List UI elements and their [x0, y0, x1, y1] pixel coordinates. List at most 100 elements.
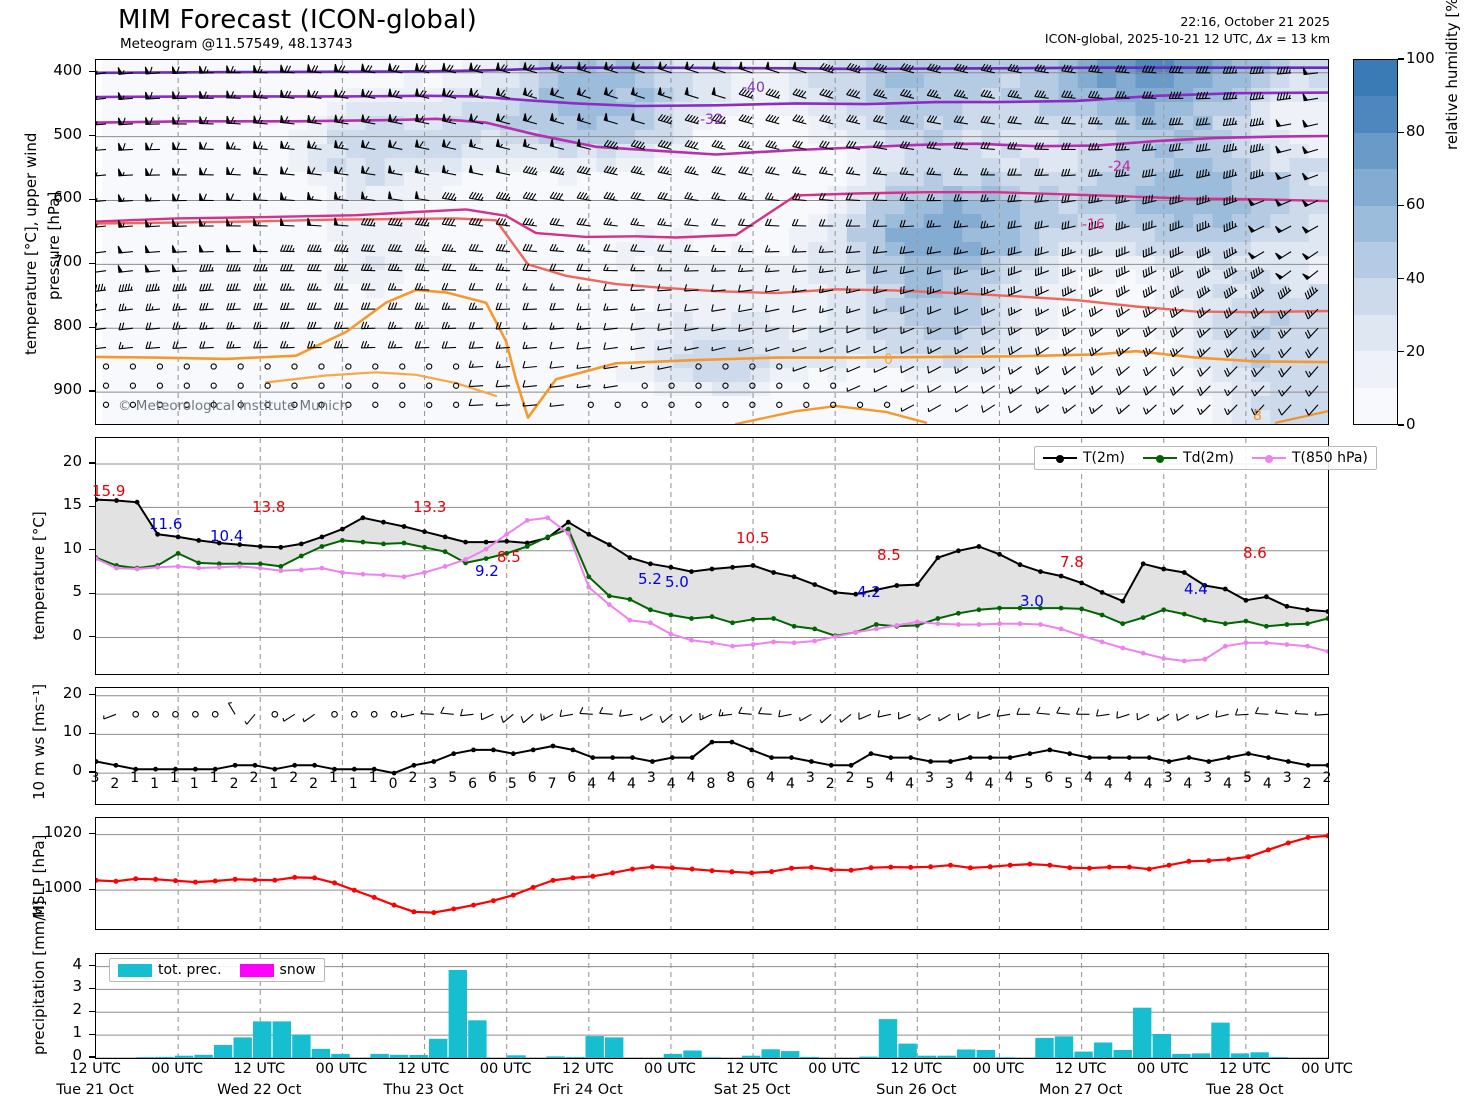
colorbar-segment [1354, 60, 1397, 97]
precip-tick [89, 987, 95, 990]
wind-speed-value: 4 [1123, 769, 1133, 786]
wind-speed-value: 2 [1322, 769, 1332, 786]
colorbar-segment [1354, 96, 1397, 133]
temperature-min-label: 10.4 [210, 527, 244, 545]
wind-speed-value: 6 [487, 769, 497, 786]
wind-speed-value: 1 [150, 775, 160, 792]
wind-speed-value: 5 [1064, 775, 1074, 792]
legend-item-1[interactable]: Td(2m) [1143, 450, 1234, 466]
legend-line-icon [1143, 455, 1178, 463]
mslp-panel [95, 817, 1329, 930]
temp-tick-label: 5 [72, 582, 82, 601]
x-axis-time-label: 00 UTC [972, 1061, 1025, 1077]
wind-speed-value: 1 [348, 775, 358, 792]
wind-tick-label: 10 [62, 722, 82, 741]
upper-air-plot [96, 60, 1328, 424]
wind-speed-value: 4 [587, 775, 597, 792]
wind-tick [89, 732, 95, 734]
colorbar-segment [1354, 387, 1397, 424]
colorbar-tick [1398, 424, 1404, 426]
model-info-a: ICON-global, 2025-10-21 12 UTC, [1044, 31, 1257, 46]
pressure-tick-label: 900 [53, 380, 82, 399]
temp-tick [89, 592, 95, 594]
wind-speed-value: 4 [1084, 769, 1093, 786]
wind-speed-value: 1 [269, 775, 279, 792]
temp-tick [89, 462, 95, 464]
wind-speed-value: 1 [130, 769, 140, 786]
x-axis-day-label: Thu 23 Oct [383, 1082, 464, 1098]
x-axis-time-label: 00 UTC [1301, 1061, 1353, 1077]
temperature-y-label: temperature [°C] [30, 511, 48, 640]
temperature-panel [95, 437, 1329, 675]
upper-air-panel [95, 59, 1329, 425]
temperature-plot [96, 438, 1328, 674]
x-axis-day-label: Tue 28 Oct [1206, 1082, 1284, 1098]
wind-speed-value: 4 [627, 775, 636, 792]
x-axis-time-label: 12 UTC [233, 1061, 286, 1077]
isotherm-label: -40 [742, 80, 765, 96]
wind-speed-value: 2 [110, 775, 120, 792]
colorbar-segment [1354, 205, 1397, 242]
legend-item-2[interactable]: T(850 hPa) [1251, 450, 1368, 466]
x-axis-day-label: Sat 25 Oct [713, 1082, 791, 1098]
wind-tick-label: 20 [62, 683, 82, 702]
isotherm-label: -16 [1082, 217, 1105, 233]
mslp-tick [89, 833, 95, 835]
colorbar-tick [1398, 351, 1404, 353]
precipitation-legend: tot. prec. snow [109, 958, 325, 982]
x-axis-time-label: 12 UTC [397, 1061, 450, 1077]
page-title: MIM Forecast (ICON-global) [118, 5, 477, 35]
precip-tick-label: 0 [72, 1046, 82, 1064]
wind-tick [89, 694, 95, 696]
colorbar-tick-label: 20 [1406, 341, 1426, 360]
temperature-min-label: 9.2 [475, 562, 499, 580]
wind-speed-value: 4 [1262, 775, 1272, 792]
relative-humidity-colorbar [1353, 59, 1398, 425]
pressure-tick-label: 400 [53, 60, 82, 79]
wind-speed-value: 4 [766, 769, 776, 786]
precip-tick-label: 2 [72, 1000, 82, 1019]
wind-speed-value: 6 [468, 775, 477, 792]
wind-speed-value: 4 [905, 775, 915, 792]
wind-speed-value: 5 [1024, 775, 1034, 792]
x-axis-time-label: 12 UTC [69, 1061, 121, 1077]
wind-speed-value: 6 [1044, 769, 1054, 786]
colorbar-tick [1398, 131, 1404, 133]
isotherm-label: 8 [1253, 408, 1262, 424]
temp-tick-label: 20 [62, 452, 82, 471]
temp-tick [89, 635, 95, 638]
legend-swatch [118, 963, 152, 977]
wind-speed-value: 4 [1183, 775, 1193, 792]
wind-speed-value: 3 [1203, 769, 1213, 786]
pressure-tick-label: 600 [53, 188, 82, 207]
legend-line-icon [1043, 455, 1077, 463]
pressure-tick-label: 700 [53, 252, 82, 271]
precip-legend-item-1[interactable]: snow [239, 962, 316, 978]
precip-legend-item-0[interactable]: tot. prec. [118, 962, 222, 978]
temperature-max-label: 8.5 [877, 546, 901, 564]
x-axis-day-label: Mon 27 Oct [1038, 1082, 1123, 1098]
precip-tick [89, 1033, 95, 1035]
isotherm-label: 0 [884, 352, 893, 368]
wind-speed-value: 7 [547, 775, 557, 792]
precip-tick [89, 1056, 95, 1058]
x-axis-time-label: 12 UTC [890, 1061, 943, 1077]
wind-speed-value: 3 [925, 769, 935, 786]
temp-tick [89, 549, 95, 551]
mslp-tick-label: 1020 [43, 822, 82, 841]
wind-speed-value: 1 [189, 775, 199, 792]
wind-speed-value: 2 [289, 769, 299, 786]
model-info-delta: Δx [1256, 31, 1273, 46]
wind-speed-value: 4 [786, 775, 795, 792]
colorbar-tick [1398, 204, 1404, 206]
wind-speed-value: 3 [90, 769, 100, 786]
wind-speed-value: 8 [706, 775, 716, 792]
colorbar-tick-label: 0 [1406, 415, 1416, 433]
colorbar-segment [1354, 314, 1397, 352]
upper-air-y-label-2: pressure [hPa] [45, 191, 63, 300]
legend-item-0[interactable]: T(2m) [1043, 450, 1125, 466]
wind-speed-value: 4 [1004, 769, 1014, 786]
temperature-max-label: 15.9 [92, 482, 126, 500]
temp-tick-label: 0 [72, 625, 82, 644]
x-axis-time-label: 00 UTC [644, 1061, 696, 1077]
